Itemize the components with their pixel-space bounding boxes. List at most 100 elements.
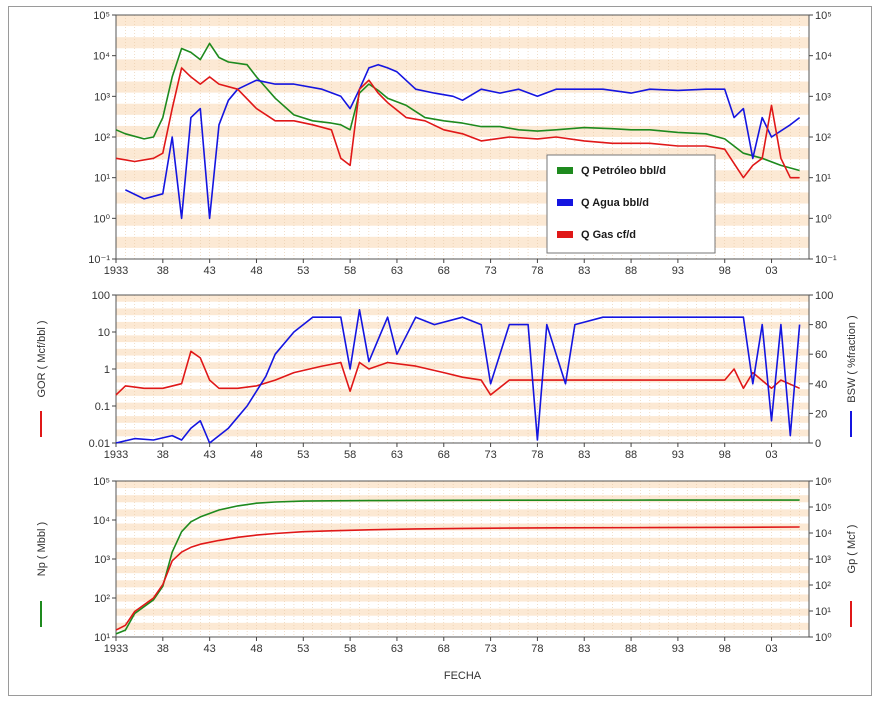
y-tick-label: 10²	[815, 132, 831, 144]
y-tick-label: 10³	[815, 91, 831, 103]
y-tick-label: 10⁰	[815, 213, 832, 225]
x-tick-label: 88	[625, 265, 637, 277]
background-band	[116, 509, 809, 517]
y-axis-label-right: BSW ( %fraction )	[846, 315, 858, 402]
y-tick-label: 10⁰	[815, 632, 832, 644]
panel-0-y-ticks-left: 10⁻¹ 10⁰ 10¹ 10² 10³ 10⁴ 10⁵	[88, 10, 116, 266]
x-tick-label: 73	[484, 265, 496, 277]
y-tick-label: 40	[815, 379, 827, 391]
x-tick-label: 98	[719, 643, 731, 655]
background-band	[116, 622, 809, 630]
background-band	[116, 103, 809, 115]
x-tick-label: 88	[625, 643, 637, 655]
background-band	[116, 214, 809, 226]
x-tick-label: 78	[531, 449, 543, 461]
y-tick-label: 10²	[94, 132, 110, 144]
background-band	[116, 125, 809, 137]
y-tick-label: 60	[815, 349, 827, 361]
y-tick-label: 10¹	[815, 606, 831, 618]
y-tick-label: 10⁵	[93, 476, 110, 488]
x-tick-label: 78	[531, 643, 543, 655]
background-band	[116, 416, 809, 423]
background-band	[116, 389, 809, 396]
x-tick-label: 93	[672, 449, 684, 461]
x-tick-label: 98	[719, 449, 731, 461]
y-tick-label: 10⁴	[93, 51, 110, 63]
background-band	[116, 523, 809, 531]
y-tick-label: 10⁴	[815, 528, 832, 540]
panel-1-y-ticks-right: 0 20 40 60 80 100	[809, 290, 833, 450]
y-tick-label: 10³	[94, 91, 110, 103]
series-line-gp	[115, 526, 800, 631]
x-tick-label: 93	[672, 265, 684, 277]
x-tick-label: 43	[204, 265, 216, 277]
x-tick-label: 68	[438, 643, 450, 655]
panel-0-x-ticks: 1933 38 43 48 53 58 63 68 73 78 83 88 93 98 03	[104, 259, 778, 277]
x-tick-label: 58	[344, 449, 356, 461]
legend-swatch	[557, 231, 573, 238]
y-tick-label: 10⁴	[815, 51, 832, 63]
x-tick-label: 83	[578, 265, 590, 277]
x-tick-label: 63	[391, 449, 403, 461]
background-band	[116, 551, 809, 559]
x-axis-label: FECHA	[444, 670, 482, 682]
background-band	[116, 15, 809, 27]
y-axis-label-left: Np ( Mbbl )	[36, 522, 48, 576]
legend-swatch	[557, 167, 573, 174]
x-tick-label: 53	[297, 643, 309, 655]
legend-label: Q Agua bbl/d	[581, 197, 649, 209]
y-tick-label: 10³	[94, 554, 110, 566]
y-tick-label: 10⁻¹	[815, 254, 837, 266]
x-tick-label: 43	[204, 449, 216, 461]
y-tick-label: 0.01	[89, 438, 110, 450]
series-line-np	[115, 499, 800, 635]
x-tick-label: 1933	[104, 643, 128, 655]
x-tick-label: 38	[157, 643, 169, 655]
panel-1-y-ticks-left: 0.01 0.1 1 10 100	[89, 290, 116, 450]
y-tick-label: 100	[815, 290, 833, 302]
panel-1-x-ticks: 1933 38 43 48 53 58 63 68 73 78 83 88 93 98 03	[104, 443, 778, 461]
background-band	[116, 429, 809, 437]
x-tick-label: 43	[204, 643, 216, 655]
panel-2-y-ticks-right: 10⁰ 10¹ 10² 10³ 10⁴ 10⁵ 10⁶	[809, 476, 832, 644]
chart-canvas: 10⁻¹ 10⁰ 10¹ 10² 10³ 10⁴ 10⁵ 10⁻¹ 10⁰ 10¹ 10² 10³ 10…	[36, 10, 858, 682]
series-line-q-gas-cf-d	[115, 67, 800, 179]
y-tick-label: 10⁶	[815, 476, 832, 488]
legend-swatch	[557, 199, 573, 206]
x-tick-label: 03	[765, 449, 777, 461]
series-line-q-petr-leo-bbl-d	[115, 42, 800, 172]
y-tick-label: 10²	[94, 593, 110, 605]
panel-2-background	[115, 480, 810, 638]
legend: Q Petróleo bbl/d Q Agua bbl/d Q Gas cf/d	[546, 154, 716, 254]
y-axis-label-right: Gp ( Mcf )	[846, 525, 858, 574]
x-tick-label: 63	[391, 643, 403, 655]
chart-frame: 10⁻¹ 10⁰ 10¹ 10² 10³ 10⁴ 10⁵ 10⁻¹ 10⁰ 10¹ 10² 10³ 10…	[8, 6, 872, 696]
panel-0-background	[115, 14, 810, 260]
y-tick-label: 80	[815, 320, 827, 332]
legend-label: Q Petróleo bbl/d	[581, 165, 666, 177]
x-tick-label: 48	[250, 449, 262, 461]
series-line-q-agua-bbl-d	[125, 63, 801, 220]
background-band	[116, 608, 809, 616]
y-tick-label: 10⁰	[93, 213, 110, 225]
y-tick-label: 10¹	[94, 632, 110, 644]
x-tick-label: 58	[344, 265, 356, 277]
y-tick-label: 0.1	[95, 401, 110, 413]
y-tick-label: 10⁻¹	[88, 254, 110, 266]
x-tick-label: 1933	[104, 265, 128, 277]
background-band	[116, 308, 809, 316]
background-band	[116, 170, 809, 182]
series-line-gor	[115, 350, 800, 396]
x-tick-label: 48	[250, 265, 262, 277]
x-tick-label: 38	[157, 265, 169, 277]
x-tick-label: 03	[765, 265, 777, 277]
x-tick-label: 53	[297, 265, 309, 277]
y-tick-label: 10⁵	[815, 502, 832, 514]
x-tick-label: 83	[578, 643, 590, 655]
y-tick-label: 10²	[815, 580, 831, 592]
legend-label: Q Gas cf/d	[581, 229, 636, 241]
y-tick-label: 10⁵	[93, 10, 110, 22]
background-band	[116, 495, 809, 503]
x-tick-label: 93	[672, 643, 684, 655]
x-tick-label: 98	[719, 265, 731, 277]
